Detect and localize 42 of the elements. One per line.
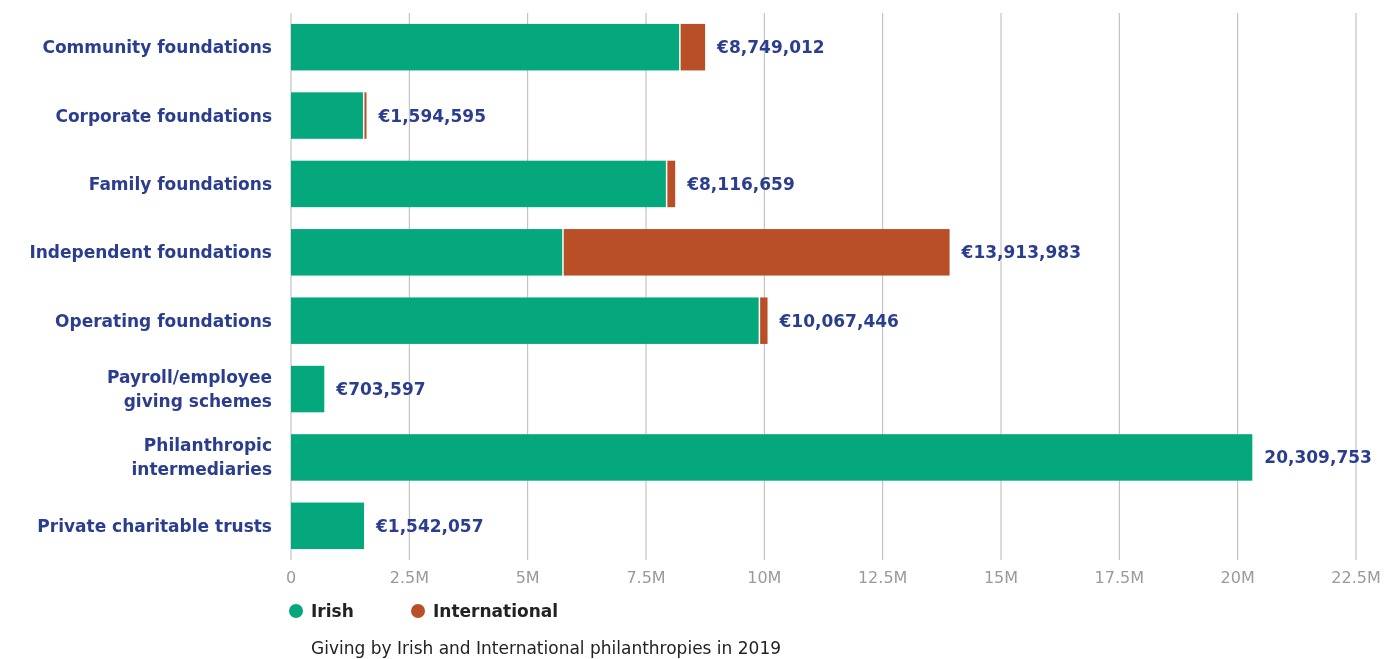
bar (364, 92, 367, 139)
bar (760, 297, 768, 344)
bar (667, 160, 676, 208)
total-label: €8,749,012 (716, 37, 825, 58)
x-tick-label: 10M (747, 568, 782, 587)
bar (291, 365, 325, 413)
total-label: €1,594,595 (377, 105, 487, 126)
legend-label: International (433, 601, 559, 621)
text: Giving by Irish and International philanthropies in 2019 (311, 638, 782, 658)
bar (563, 229, 950, 276)
legend-label: Irish (311, 601, 354, 621)
y-tick-label: Family foundations (88, 173, 272, 194)
bar (291, 297, 759, 344)
total-label: €703,597 (335, 379, 426, 400)
x-tick-label: 17.5M (1094, 568, 1145, 587)
total-label: €13,913,983 (960, 242, 1081, 263)
y-tick-label: Private charitable trusts (37, 515, 272, 536)
bar (291, 502, 364, 550)
y-tick-label: Independent foundations (29, 242, 272, 263)
bar (291, 434, 1253, 481)
y-tick-label: Operating foundations (55, 310, 272, 331)
x-tick-label: 22.5M (1331, 568, 1381, 587)
bar (291, 92, 363, 139)
x-tick-label: 20M (1220, 568, 1255, 587)
y-tick-label: Community foundations (42, 37, 272, 58)
y-tick-label: Payroll/employee giving schemes (106, 367, 272, 412)
bar (291, 229, 563, 276)
bar (680, 23, 706, 71)
x-tick-label: 15M (983, 568, 1019, 587)
total-label: 20,309,753 (1264, 447, 1372, 468)
x-tick-label: 7.5M (626, 568, 666, 587)
bar (291, 160, 666, 208)
total-label: €10,067,446 (778, 310, 899, 331)
x-tick-label: 5M (515, 568, 540, 587)
y-tick-label: Corporate foundations (55, 105, 272, 126)
total-label: €8,116,659 (686, 173, 795, 194)
x-tick-label: 0 (285, 568, 297, 587)
total-label: €1,542,057 (374, 515, 484, 536)
y-tick-label: Philanthropic intermediaries (131, 435, 272, 480)
x-tick-label: 2.5M (389, 568, 429, 587)
bar (291, 23, 680, 71)
x-tick-label: 12.5M (857, 568, 908, 587)
